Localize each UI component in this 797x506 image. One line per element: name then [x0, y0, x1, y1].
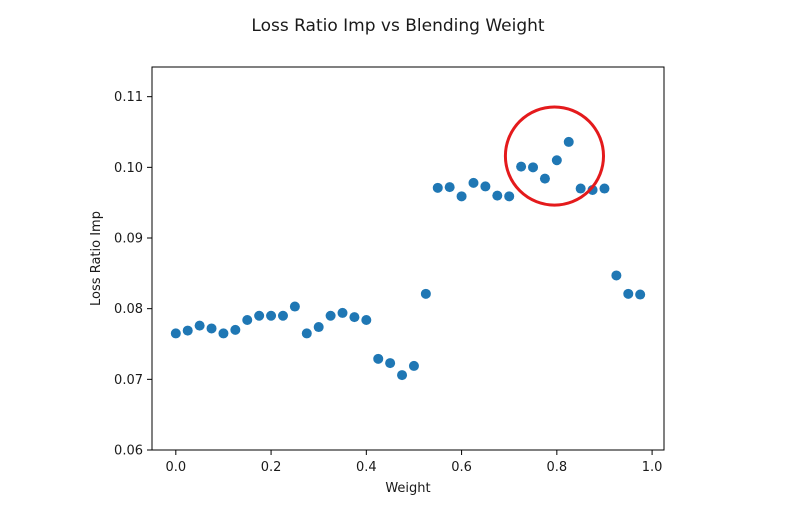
data-point: [456, 191, 467, 202]
data-point: [194, 320, 205, 331]
data-point: [420, 288, 431, 299]
data-point: [599, 183, 610, 194]
x-tick-label: 0.0: [165, 460, 186, 475]
data-point: [444, 182, 455, 193]
y-axis: 0.06 0.07 0.08 0.09 0.10 0.11: [114, 90, 152, 459]
x-tick-label: 0.4: [356, 460, 377, 475]
data-point: [182, 325, 193, 336]
y-tick-label: 0.10: [114, 161, 143, 176]
data-point: [432, 182, 443, 193]
y-tick-label: 0.11: [114, 90, 143, 105]
x-axis-label: Weight: [385, 481, 430, 496]
data-point: [528, 162, 539, 173]
data-point: [242, 314, 253, 325]
chart-title: Loss Ratio Imp vs Blending Weight: [251, 16, 544, 36]
x-tick-label: 0.6: [451, 460, 472, 475]
y-tick-label: 0.08: [114, 302, 143, 317]
data-point: [170, 328, 181, 339]
data-point: [361, 314, 372, 325]
data-point: [516, 161, 527, 172]
data-point: [289, 301, 300, 312]
data-point: [563, 136, 574, 147]
x-axis: 0.0 0.2 0.4 0.6 0.8 1.0: [165, 450, 662, 475]
data-point: [218, 328, 229, 339]
x-tick-label: 0.8: [546, 460, 567, 475]
data-point: [408, 360, 419, 371]
data-point: [206, 323, 217, 334]
data-point: [313, 322, 324, 333]
data-point: [254, 310, 265, 321]
data-point: [373, 353, 384, 364]
data-point: [266, 310, 277, 321]
data-point: [587, 184, 598, 195]
y-tick-label: 0.09: [114, 232, 143, 247]
y-tick-label: 0.07: [114, 373, 143, 388]
data-point: [468, 177, 479, 188]
data-point: [480, 181, 491, 192]
data-point: [504, 191, 515, 202]
highlight-circle: [503, 105, 606, 207]
x-tick-label: 0.2: [261, 460, 282, 475]
data-point: [349, 312, 360, 323]
data-point: [230, 324, 241, 335]
data-point: [575, 183, 586, 194]
annotations: [503, 105, 606, 207]
data-point: [623, 288, 634, 299]
data-point: [301, 328, 312, 339]
data-point: [635, 289, 646, 300]
y-axis-label: Loss Ratio Imp: [89, 211, 104, 306]
data-point: [539, 173, 550, 184]
data-point: [385, 358, 396, 369]
data-point: [397, 370, 408, 381]
data-point: [325, 310, 336, 321]
data-point: [551, 155, 562, 166]
plot-area-frame: [151, 66, 665, 451]
y-tick-label: 0.06: [114, 444, 143, 459]
data-point: [277, 310, 288, 321]
data-points: [170, 136, 646, 381]
x-tick-label: 1.0: [642, 460, 663, 475]
data-point: [611, 270, 622, 281]
data-point: [492, 190, 503, 201]
data-point: [337, 307, 348, 318]
